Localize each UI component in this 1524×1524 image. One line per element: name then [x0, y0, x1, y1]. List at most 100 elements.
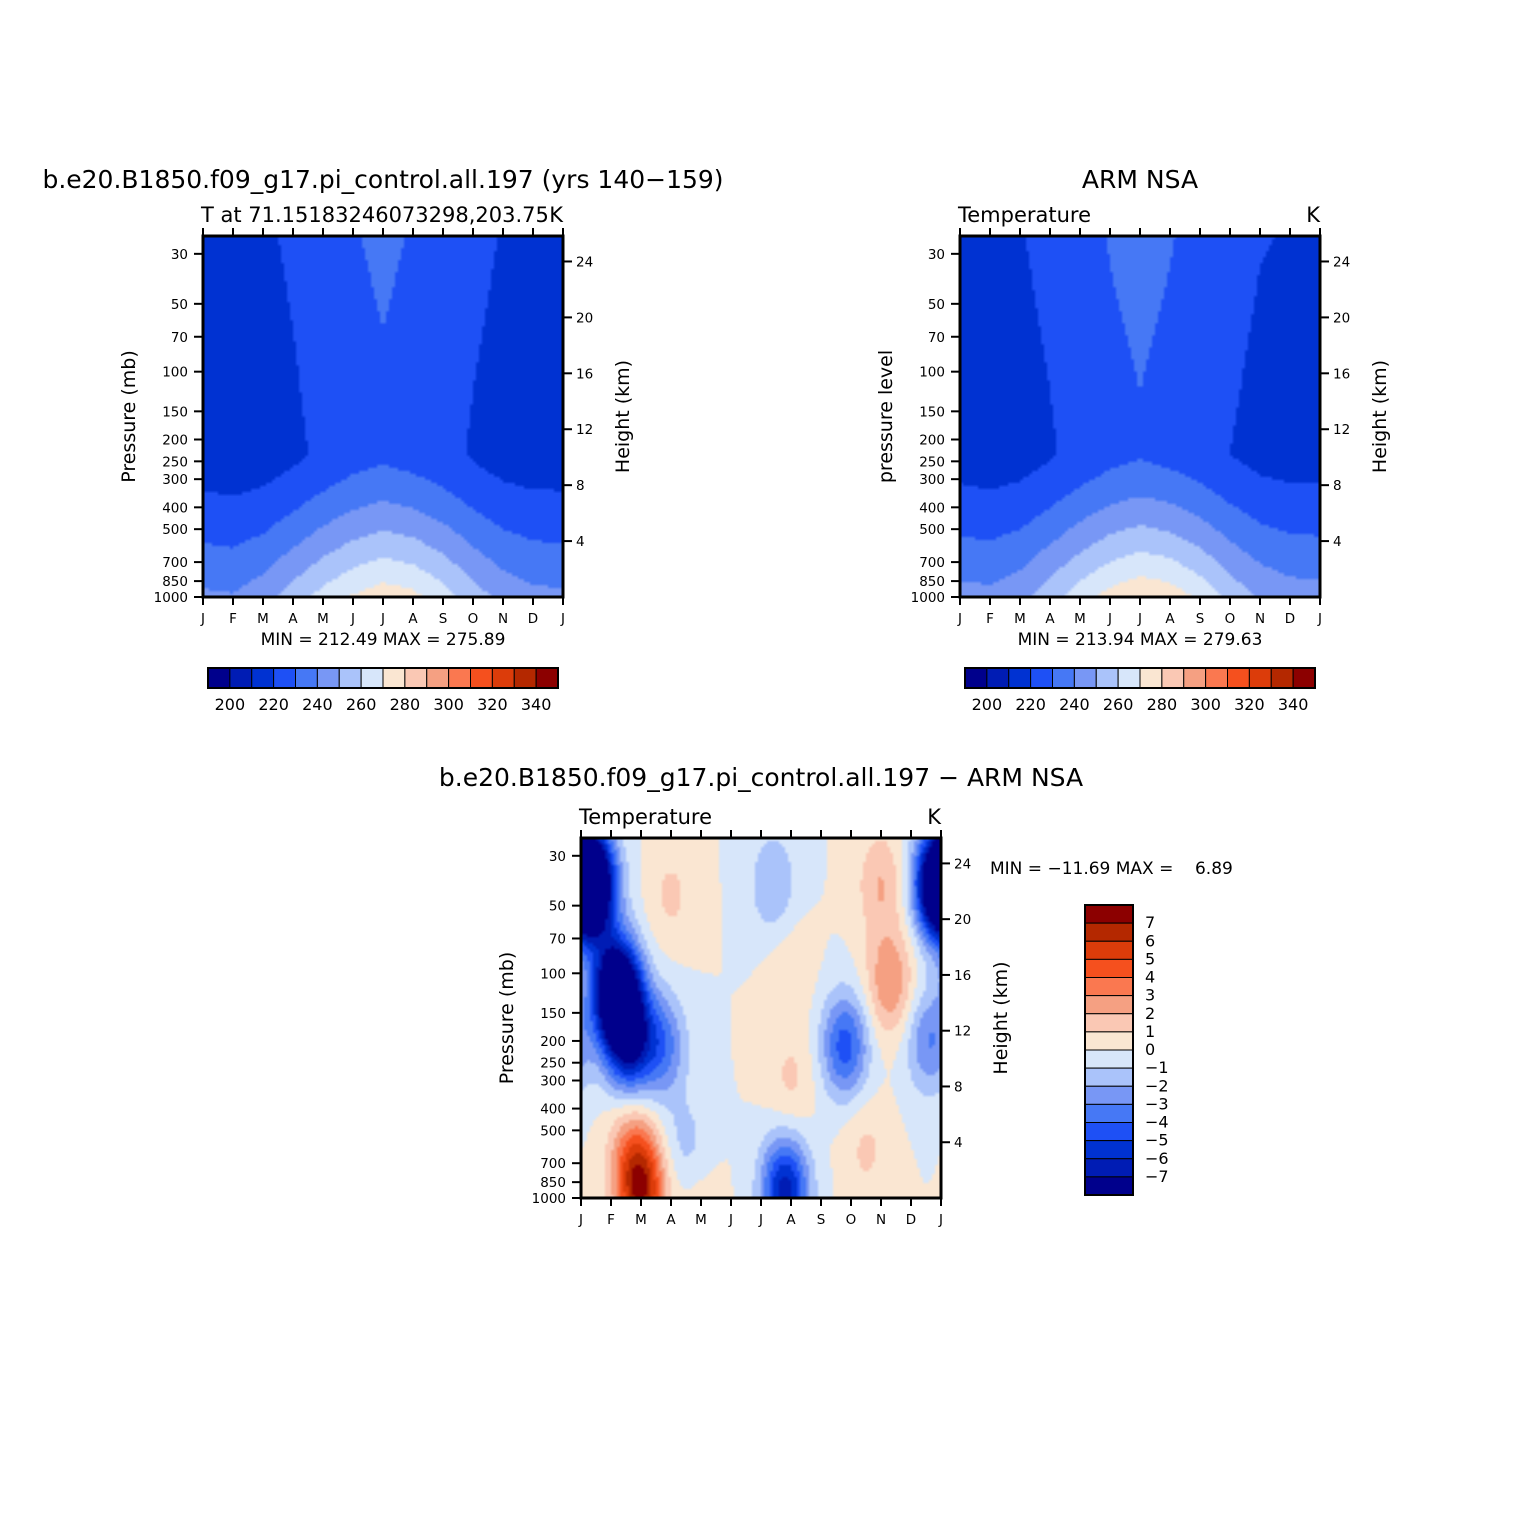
panel-subtitle: Temperature — [957, 203, 1091, 227]
y-tick-label: 700 — [919, 555, 945, 571]
x-tick-label: A — [408, 611, 418, 627]
y-tick-label: 500 — [540, 1123, 566, 1139]
y-axis-label: Pressure (mb) — [496, 952, 518, 1085]
colorbar-label: 260 — [1103, 695, 1134, 714]
x-tick-label: O — [846, 1212, 857, 1228]
x-tick-label: A — [1045, 611, 1055, 627]
contour-field — [581, 838, 941, 1198]
colorbar-label: −5 — [1145, 1131, 1169, 1150]
y-tick-label: 200 — [162, 432, 188, 448]
colorbar-box — [986, 667, 1010, 689]
colorbar-box — [1084, 977, 1134, 997]
y2-axis-label: Height (km) — [1369, 360, 1391, 473]
colorbar-box — [1084, 1103, 1134, 1123]
y-tick-label: 30 — [549, 849, 566, 865]
y-tick-label: 200 — [540, 1034, 566, 1050]
colorbar-box — [273, 667, 296, 689]
colorbar-label: 7 — [1145, 913, 1155, 932]
colorbar-label: 220 — [1015, 695, 1046, 714]
x-tick-label: A — [666, 1212, 676, 1228]
x-tick-label: J — [380, 611, 385, 627]
y2-tick-label: 12 — [1333, 422, 1350, 438]
colorbar-box — [1084, 1140, 1134, 1160]
colorbar-box — [1117, 667, 1141, 689]
colorbar-box — [1139, 667, 1163, 689]
colorbar-box — [1084, 922, 1134, 942]
y-tick-label: 300 — [162, 472, 188, 488]
colorbar-label: 200 — [972, 695, 1003, 714]
y2-tick-label: 8 — [576, 478, 585, 494]
y2-tick-label: 8 — [954, 1079, 963, 1095]
y2-tick-label: 8 — [1333, 478, 1342, 494]
y2-tick-label: 4 — [1333, 534, 1342, 550]
y2-axis-label: Height (km) — [990, 961, 1012, 1074]
colorbar-label: 340 — [521, 695, 552, 714]
colorbar-box — [1084, 995, 1134, 1015]
y-tick-label: 850 — [162, 574, 188, 590]
x-tick-label: J — [1317, 611, 1322, 627]
y-tick-label: 300 — [540, 1074, 566, 1090]
x-tick-label: J — [938, 1212, 943, 1228]
x-tick-label: O — [1225, 611, 1236, 627]
colorbar-box — [382, 667, 406, 689]
colorbar-box — [1084, 1085, 1134, 1105]
x-tick-label: F — [607, 1212, 615, 1228]
y2-tick-label: 24 — [954, 856, 971, 872]
y-tick-label: 500 — [919, 522, 945, 538]
y-axis-label: pressure level — [875, 350, 897, 483]
y-tick-label: 300 — [919, 472, 945, 488]
y2-tick-label: 20 — [954, 912, 971, 928]
x-tick-label: J — [560, 611, 565, 627]
colorbar-box — [1030, 667, 1053, 689]
colorbar-box — [1084, 1176, 1134, 1196]
colorbar-label: −2 — [1145, 1076, 1169, 1095]
x-tick-label: J — [350, 611, 355, 627]
x-tick-label: J — [1137, 611, 1142, 627]
x-tick-label: F — [986, 611, 994, 627]
colorbar-box — [1084, 1122, 1134, 1142]
x-tick-label: S — [1196, 611, 1205, 627]
units-label: K — [549, 203, 564, 227]
y-tick-label: 30 — [928, 247, 945, 263]
colorbar-label: 320 — [477, 695, 508, 714]
colorbar-label: 320 — [1234, 695, 1265, 714]
colorbar-label: −3 — [1145, 1094, 1169, 1113]
colorbar-box — [1052, 667, 1075, 689]
colorbar-label: −4 — [1145, 1113, 1169, 1132]
colorbar-box — [316, 667, 340, 689]
panel-subtitle: T at 71.15183246073298,203.75 — [200, 203, 549, 227]
colorbar-label: 300 — [433, 695, 464, 714]
y-tick-label: 400 — [162, 500, 188, 516]
colorbar-label: 3 — [1145, 986, 1155, 1005]
x-tick-label: N — [498, 611, 508, 627]
y-tick-label: 1000 — [911, 590, 945, 606]
colorbar-frame — [964, 667, 1316, 689]
colorbar-box — [251, 667, 275, 689]
colorbar-box — [1161, 667, 1185, 689]
colorbar-box — [470, 667, 493, 689]
y-tick-label: 250 — [540, 1056, 566, 1072]
x-tick-label: J — [758, 1212, 763, 1228]
x-tick-label: J — [1107, 611, 1112, 627]
y-tick-label: 250 — [919, 454, 945, 470]
colorbar-box — [1248, 667, 1272, 689]
x-tick-label: J — [957, 611, 962, 627]
colorbar-box — [1270, 667, 1294, 689]
y-tick-label: 30 — [171, 247, 188, 263]
x-tick-label: M — [635, 1212, 647, 1228]
colorbar-box — [1227, 667, 1250, 689]
x-tick-label: N — [876, 1212, 886, 1228]
colorbar-box — [1084, 1067, 1134, 1087]
colorbar-box — [448, 667, 471, 689]
y-tick-label: 1000 — [154, 590, 188, 606]
x-tick-label: S — [439, 611, 448, 627]
y-tick-label: 150 — [540, 1006, 566, 1022]
y-tick-label: 700 — [540, 1156, 566, 1172]
colorbar-box — [1084, 958, 1134, 978]
colorbar-box — [513, 667, 537, 689]
panel-model: J F M A M J J A S O N D J 30 50 70 100 150 200 250 300 400 500… — [42, 165, 723, 714]
min-max-stats: MIN = 212.49 MAX = 275.89 — [261, 630, 506, 650]
x-tick-label: M — [257, 611, 269, 627]
colorbar-label: 5 — [1145, 949, 1155, 968]
min-max-stats: MIN = −11.69 MAX = 6.89 — [990, 859, 1233, 879]
